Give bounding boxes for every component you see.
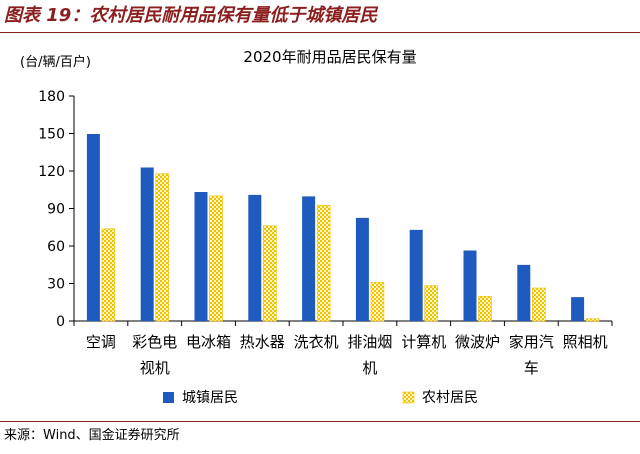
bar-rural [262, 225, 277, 322]
source-text: Wind、国金证券研究所 [43, 428, 180, 443]
legend-label-urban: 城镇居民 [182, 390, 238, 406]
bar-rural [101, 228, 116, 322]
source-label: 来源： [4, 428, 44, 443]
chart-title: 2020年耐用品居民保有量 [243, 48, 416, 66]
figure-title: 图表 19：农村居民耐用品保有量低于城镇居民 [4, 5, 378, 26]
source-divider [0, 421, 640, 422]
x-tick-label: 热水器 [240, 333, 285, 351]
legend-swatch-urban [163, 392, 174, 403]
source-note: 来源：Wind、国金证券研究所 [4, 427, 180, 445]
bar-rural [209, 195, 223, 322]
bar-urban [86, 134, 100, 321]
y-tick-label: 90 [47, 202, 65, 218]
bar-urban [248, 194, 262, 321]
x-tick-label: 空调 [86, 333, 116, 351]
bar-urban [571, 297, 585, 321]
y-axis-unit: (台/辆/百户) [20, 54, 91, 70]
bar-rural [478, 296, 492, 322]
x-tick-label: 微波炉 [455, 333, 500, 351]
bar-rural [316, 204, 331, 322]
bar-urban [140, 167, 154, 321]
x-tick-label: 家用汽车 [509, 333, 554, 377]
bar-rural [155, 173, 169, 322]
y-tick-label: 60 [47, 239, 65, 255]
bar-rural [370, 282, 385, 322]
x-tick-label: 计算机 [401, 333, 446, 351]
y-tick-label: 120 [38, 164, 65, 180]
x-tick-label: 排油烟机 [347, 333, 392, 377]
y-tick-label: 0 [56, 314, 65, 330]
x-tick-label: 电冰箱 [186, 333, 231, 351]
x-tick-label: 彩色电视机 [132, 333, 177, 377]
bar-rural [585, 318, 600, 322]
y-tick-label: 180 [38, 89, 65, 105]
y-tick-label: 150 [38, 127, 65, 143]
bar-rural [531, 287, 546, 322]
y-tick-label: 30 [47, 277, 65, 293]
x-tick-label: 洗衣机 [294, 333, 339, 351]
bar-rural [424, 285, 439, 322]
bar-urban [194, 192, 208, 321]
bar-urban [463, 250, 477, 321]
bar-urban [302, 196, 316, 321]
x-tick-label: 照相机 [563, 333, 608, 351]
bar-urban [355, 217, 369, 321]
legend-swatch-rural [402, 391, 415, 404]
bar-urban [517, 264, 531, 321]
title-divider [0, 32, 640, 33]
bar-urban [409, 229, 423, 321]
legend-label-rural: 农村居民 [422, 390, 478, 406]
plot-area: 0 30 60 90 120 150 180 空调 彩色电视机电冰箱 热水器 洗衣机 排油烟机计算机微… [38, 89, 613, 406]
